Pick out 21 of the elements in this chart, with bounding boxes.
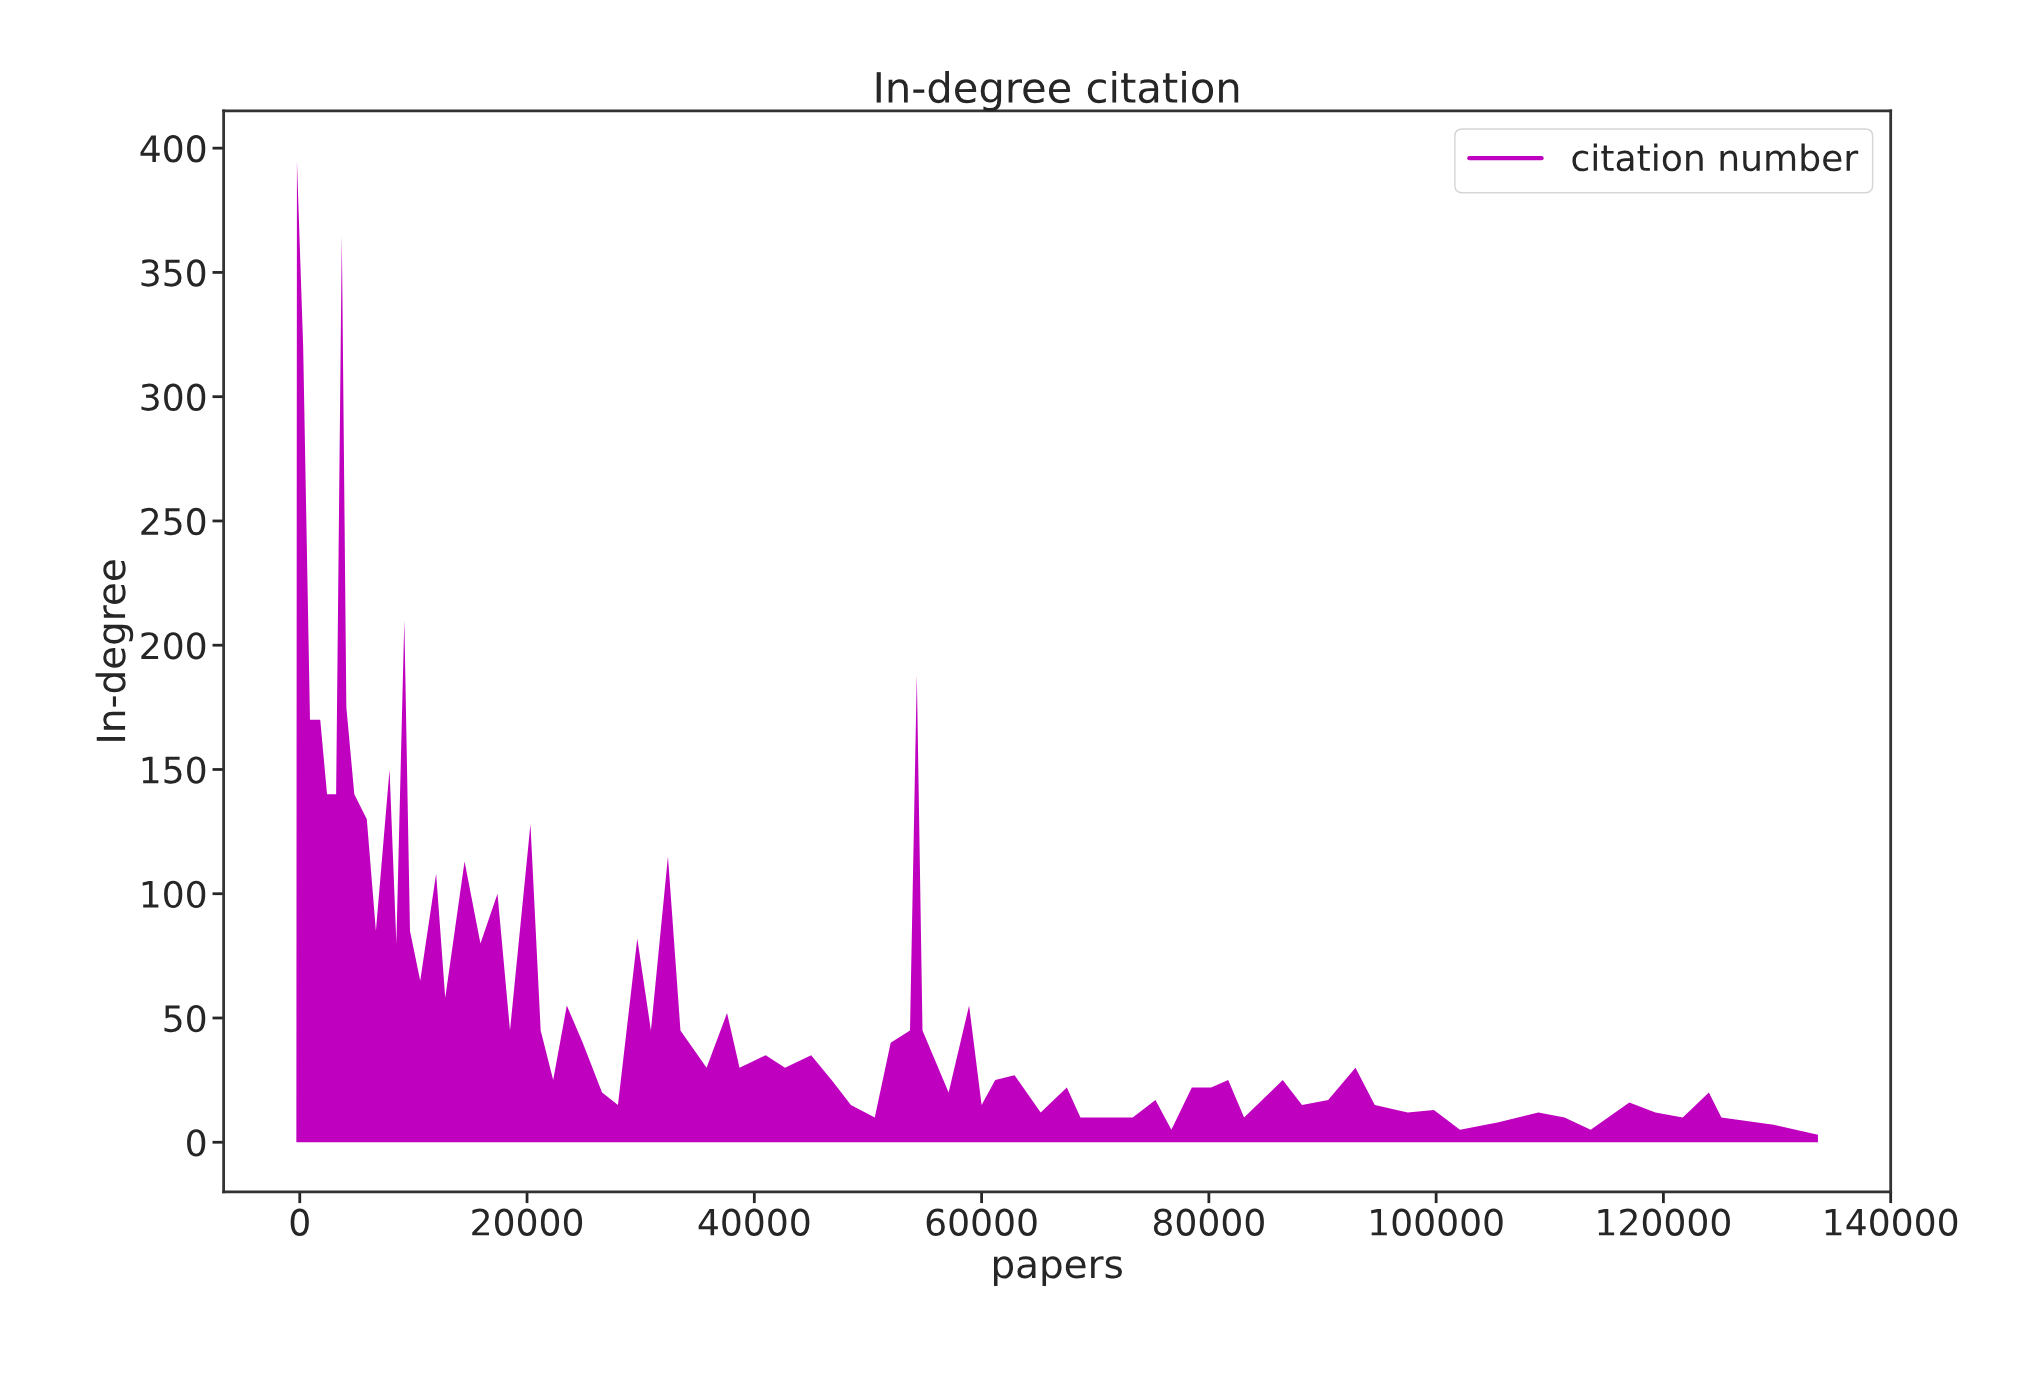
x-tick-label: 40000 bbox=[698, 1208, 810, 1236]
y-axis-title: In-degree bbox=[95, 560, 134, 741]
y-tick-label: 0 bbox=[187, 1129, 206, 1157]
x-tick-label: 60000 bbox=[926, 1208, 1037, 1236]
y-tick-label: 300 bbox=[141, 383, 206, 411]
x-tick-label: 20000 bbox=[472, 1208, 583, 1236]
x-tick-label: 100000 bbox=[1371, 1208, 1503, 1236]
chart-title: In-degree citation bbox=[876, 70, 1239, 112]
y-tick-label: 100 bbox=[142, 880, 206, 908]
x-tick-label: 120000 bbox=[1598, 1208, 1730, 1236]
x-axis-title: papers bbox=[994, 1256, 1122, 1287]
y-tick-label: 400 bbox=[140, 135, 206, 163]
x-tick-label: 0 bbox=[290, 1208, 309, 1236]
x-tick-label: 80000 bbox=[1153, 1208, 1264, 1236]
x-tick-label: 140000 bbox=[1825, 1208, 1958, 1236]
y-tick-label: 250 bbox=[141, 507, 206, 536]
y-tick-label: 350 bbox=[141, 259, 206, 287]
y-tick-label: 200 bbox=[141, 632, 206, 660]
legend-label: citation number bbox=[1572, 143, 1859, 172]
y-tick-label: 50 bbox=[164, 1004, 206, 1033]
y-tick-label: 150 bbox=[142, 756, 206, 784]
